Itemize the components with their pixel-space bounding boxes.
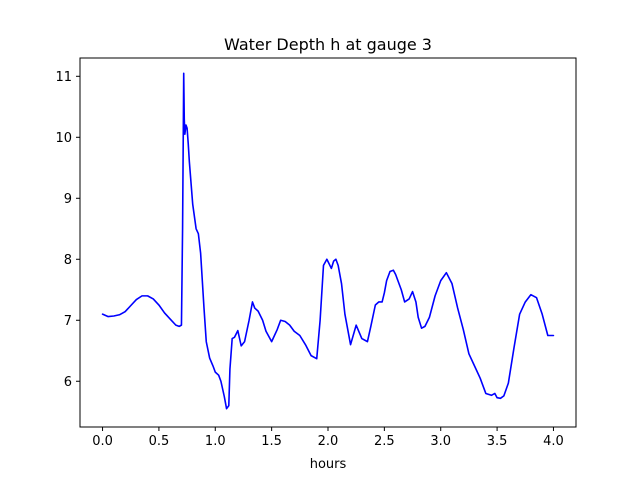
y-axis-ticks: 6 7 8 9 10 11 [55, 70, 80, 390]
plot-frame [79, 57, 577, 428]
x-tick-label: 3.5 [487, 434, 508, 449]
chart-title: Water Depth h at gauge 3 [224, 35, 432, 54]
y-tick-label: 10 [55, 131, 72, 146]
x-tick-label: 1.5 [261, 434, 282, 449]
x-tick-label: 3.0 [430, 434, 451, 449]
y-tick-label: 11 [55, 70, 72, 85]
x-tick-label: 0.0 [92, 434, 113, 449]
series-layer [101, 72, 555, 410]
x-axis-label: hours [310, 457, 347, 472]
x-tick-label: 2.0 [318, 434, 339, 449]
x-tick-label: 2.5 [374, 434, 395, 449]
y-tick-label: 6 [64, 375, 72, 390]
x-tick-label: 4.0 [543, 434, 564, 449]
y-tick-label: 7 [64, 314, 72, 329]
x-axis-ticks: 0.0 0.5 1.0 1.5 2.0 2.5 3.0 3.5 4.0 [92, 427, 564, 449]
y-tick-label: 8 [64, 253, 72, 268]
x-tick-label: 1.0 [205, 434, 226, 449]
x-tick-label: 0.5 [149, 434, 170, 449]
y-tick-label: 9 [64, 192, 72, 207]
series-line-0 [101, 72, 555, 410]
